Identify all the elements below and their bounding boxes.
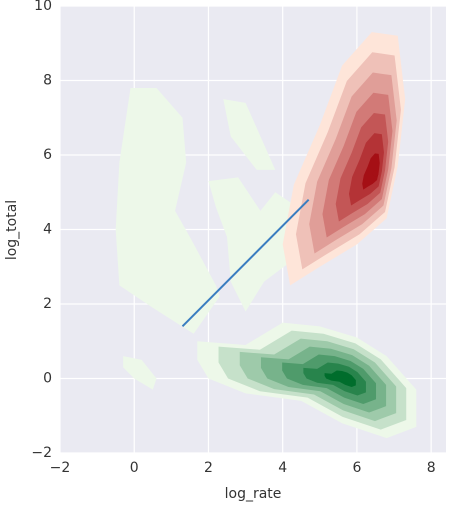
x-tick-label: 0 [130,460,139,476]
x-axis-label: log_rate [225,486,282,502]
y-tick-label: 10 [34,0,52,14]
y-tick-label: 6 [43,147,52,163]
x-tick-label: 6 [352,460,361,476]
kde-line [181,198,310,328]
y-tick-label: 4 [43,222,52,238]
y-tick-label: 2 [43,296,52,312]
y-axis-label: log_total [4,200,20,260]
density-peak [372,170,379,177]
density-peak [342,375,349,382]
density-level [362,153,380,190]
x-tick-label: −2 [50,460,71,476]
x-tick-label: 4 [278,460,287,476]
density-level [324,370,356,388]
y-tick-label: −2 [31,445,52,461]
y-tick-label: 8 [43,73,52,89]
y-tick-label: 0 [43,371,52,387]
x-tick-label: 2 [204,460,213,476]
x-tick-label: 8 [427,460,436,476]
